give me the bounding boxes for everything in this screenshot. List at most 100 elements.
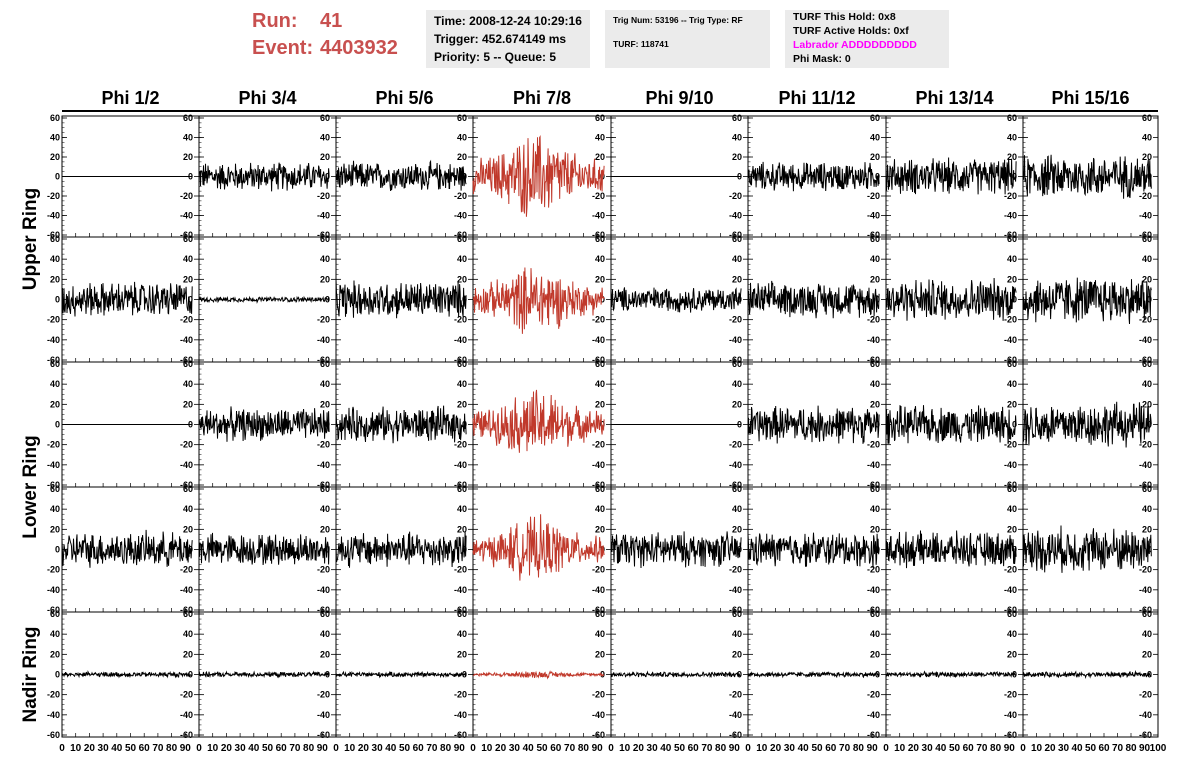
y-tick-label: 60 <box>595 609 605 619</box>
waveform-trace <box>610 531 742 569</box>
y-tick-label: -60 <box>729 480 742 490</box>
y-tick-label: -20 <box>454 191 467 201</box>
waveform-trace <box>885 670 1017 679</box>
y-tick-label: -20 <box>1139 565 1152 575</box>
y-tick-label: 20 <box>870 524 880 534</box>
column-header: Phi 15/16 <box>1051 88 1129 108</box>
y-tick-label: 60 <box>457 609 467 619</box>
trig-num-text: Trig Num: 53196 -- Trig Type: RF <box>613 15 743 25</box>
run-value: 41 <box>320 10 343 32</box>
x-tick-label: 90 <box>454 743 466 754</box>
y-tick-label: 20 <box>320 152 330 162</box>
run-label: Run: <box>252 10 298 32</box>
y-tick-label: -40 <box>867 460 880 470</box>
y-tick-label: 60 <box>870 234 880 244</box>
y-tick-label: -40 <box>592 710 605 720</box>
y-tick-label: 40 <box>732 379 742 389</box>
x-tick-label: 60 <box>139 743 151 754</box>
y-tick-label: 60 <box>50 484 60 494</box>
y-tick-label: -40 <box>592 585 605 595</box>
y-tick-label: 40 <box>595 504 605 514</box>
y-tick-label: 60 <box>870 609 880 619</box>
x-tick-label: 50 <box>811 743 823 754</box>
y-tick-label: 20 <box>1007 524 1017 534</box>
waveform-trace <box>885 405 1017 445</box>
y-tick-label: -20 <box>47 565 60 575</box>
x-tick-label: 0 <box>59 743 65 754</box>
y-tick-label: 40 <box>50 629 60 639</box>
x-tick-label: 90 <box>1139 743 1151 754</box>
y-tick-label: 60 <box>732 484 742 494</box>
y-tick-label: 60 <box>595 359 605 369</box>
y-tick-label: 40 <box>595 629 605 639</box>
y-tick-label: 60 <box>457 113 467 123</box>
waveform-trace <box>1022 154 1152 199</box>
y-tick-label: -40 <box>867 585 880 595</box>
y-tick-label: 20 <box>457 649 467 659</box>
y-tick-label: 20 <box>183 524 193 534</box>
y-tick-label: -60 <box>47 355 60 365</box>
y-tick-label: 40 <box>595 254 605 264</box>
y-tick-label: -20 <box>729 315 742 325</box>
x-tick-label: 60 <box>413 743 425 754</box>
x-tick-label: 50 <box>125 743 137 754</box>
y-tick-label: 20 <box>1007 152 1017 162</box>
y-tick-label: -60 <box>592 480 605 490</box>
event-label: Event: <box>252 37 314 59</box>
y-tick-label: 20 <box>732 274 742 284</box>
y-tick-label: 60 <box>50 609 60 619</box>
y-tick-label: 60 <box>1142 359 1152 369</box>
x-tick-label: 40 <box>248 743 260 754</box>
column-header: Phi 9/10 <box>645 88 713 108</box>
y-tick-label: 20 <box>50 152 60 162</box>
y-tick-label: 20 <box>320 274 330 284</box>
y-tick-label: -20 <box>867 690 880 700</box>
y-tick-label: 60 <box>50 113 60 123</box>
y-tick-label: -20 <box>1004 191 1017 201</box>
y-tick-label: 0 <box>188 295 193 305</box>
y-tick-label: 40 <box>50 133 60 143</box>
y-tick-label: -60 <box>47 605 60 615</box>
y-tick-label: 40 <box>183 254 193 264</box>
y-tick-label: -60 <box>592 230 605 240</box>
y-tick-label: 40 <box>50 504 60 514</box>
y-tick-label: 40 <box>457 504 467 514</box>
x-tick-label: 30 <box>784 743 796 754</box>
y-tick-label: -40 <box>1139 710 1152 720</box>
x-tick-label: 10 <box>70 743 82 754</box>
y-tick-label: -60 <box>47 730 60 740</box>
x-tick-label: 10 <box>756 743 768 754</box>
y-tick-label: 20 <box>50 524 60 534</box>
y-tick-label: -40 <box>729 335 742 345</box>
y-tick-label: 40 <box>1142 254 1152 264</box>
y-tick-label: -20 <box>729 690 742 700</box>
x-tick-label: 50 <box>399 743 411 754</box>
y-tick-label: -60 <box>180 480 193 490</box>
column-header: Phi 11/12 <box>778 88 855 108</box>
y-tick-label: 60 <box>595 234 605 244</box>
y-tick-label: -20 <box>1139 690 1152 700</box>
x-tick-label: 50 <box>1085 743 1097 754</box>
y-tick-label: 20 <box>183 399 193 409</box>
y-tick-label: -40 <box>1139 585 1152 595</box>
x-tick-label: 20 <box>1044 743 1056 754</box>
y-tick-label: 0 <box>325 172 330 182</box>
y-tick-label: 40 <box>320 254 330 264</box>
y-tick-label: -60 <box>317 355 330 365</box>
x-tick-label: 90 <box>180 743 192 754</box>
y-tick-label: -60 <box>47 230 60 240</box>
x-tick-label: 10 <box>619 743 631 754</box>
y-tick-label: -20 <box>47 191 60 201</box>
y-tick-label: -40 <box>1004 335 1017 345</box>
y-tick-label: -60 <box>867 480 880 490</box>
y-tick-label: 40 <box>457 379 467 389</box>
y-tick-label: 60 <box>183 484 193 494</box>
x-tick-label: 70 <box>701 743 713 754</box>
x-tick-label: 70 <box>152 743 164 754</box>
y-tick-label: 60 <box>1007 484 1017 494</box>
waveform-trace <box>472 267 605 334</box>
y-tick-label: -20 <box>867 565 880 575</box>
y-tick-label: -60 <box>1139 480 1152 490</box>
y-tick-label: -60 <box>180 230 193 240</box>
